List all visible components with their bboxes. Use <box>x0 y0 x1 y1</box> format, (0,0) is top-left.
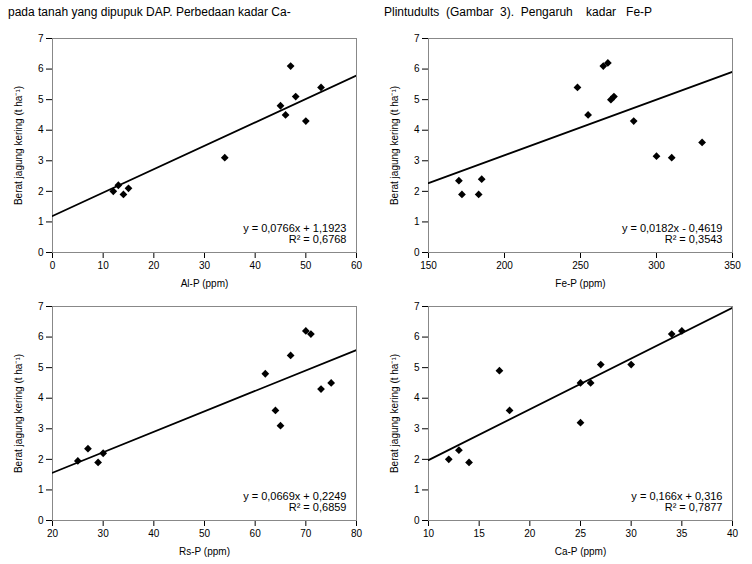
html-text:pada tanah yang dipupuk DAP. P: pada tanah yang dipupuk DAP. Perbedaan k… <box>8 5 291 19</box>
svg-text:40: 40 <box>727 528 739 539</box>
svg-text:1: 1 <box>38 216 44 227</box>
svg-text:0: 0 <box>38 247 44 258</box>
svg-text:2: 2 <box>414 454 420 465</box>
svg-text:4: 4 <box>38 124 44 135</box>
svg-text:35: 35 <box>676 528 688 539</box>
svg-text:15: 15 <box>474 528 486 539</box>
svg-text:30: 30 <box>199 260 211 271</box>
svg-text:2: 2 <box>414 186 420 197</box>
svg-text:60: 60 <box>250 528 262 539</box>
svg-text:5: 5 <box>414 94 420 105</box>
svg-text:25: 25 <box>575 528 587 539</box>
svg-text:30: 30 <box>98 528 110 539</box>
svg-text:3: 3 <box>414 423 420 434</box>
svg-text:5: 5 <box>38 362 44 373</box>
svg-text:4: 4 <box>38 392 44 403</box>
svg-text:20: 20 <box>47 528 59 539</box>
svg-text:40: 40 <box>148 528 160 539</box>
svg-text:10: 10 <box>98 260 110 271</box>
svg-text:Ca-P (ppm): Ca-P (ppm) <box>555 546 607 557</box>
svg-text:5: 5 <box>414 362 420 373</box>
svg-text:4: 4 <box>414 124 420 135</box>
svg-text:30: 30 <box>626 528 638 539</box>
svg-text:50: 50 <box>199 528 211 539</box>
svg-text:1: 1 <box>38 484 44 495</box>
svg-text:70: 70 <box>300 528 312 539</box>
svg-text:2: 2 <box>38 454 44 465</box>
svg-text:150: 150 <box>420 260 437 271</box>
svg-text:y = 0,0669x + 0,2249R² = 0,685: y = 0,0669x + 0,2249R² = 0,6859 <box>243 490 346 513</box>
svg-text:200: 200 <box>496 260 513 271</box>
svg-text:3: 3 <box>38 155 44 166</box>
svg-text:y = 0,0182x - 0,4619R² = 0,354: y = 0,0182x - 0,4619R² = 0,3543 <box>622 222 723 245</box>
svg-text:Berat jagung kering (t ha⁻¹): Berat jagung kering (t ha⁻¹) <box>389 86 400 205</box>
svg-text:10: 10 <box>423 528 435 539</box>
svg-text:20: 20 <box>524 528 536 539</box>
svg-text:4: 4 <box>414 392 420 403</box>
svg-text:6: 6 <box>38 331 44 342</box>
svg-text:7: 7 <box>414 301 420 312</box>
svg-text:1: 1 <box>414 484 420 495</box>
svg-text:60: 60 <box>351 260 363 271</box>
svg-text:y = 0,166x + 0,316R² = 0,7877: y = 0,166x + 0,316R² = 0,7877 <box>631 490 722 513</box>
svg-text:0: 0 <box>414 247 420 258</box>
svg-text:2: 2 <box>38 186 44 197</box>
svg-text:250: 250 <box>572 260 589 271</box>
svg-text:5: 5 <box>38 94 44 105</box>
svg-text:300: 300 <box>648 260 665 271</box>
svg-text:0: 0 <box>414 515 420 526</box>
svg-text:Al-P (ppm): Al-P (ppm) <box>181 278 229 289</box>
svg-text:Rs-P (ppm): Rs-P (ppm) <box>179 546 230 557</box>
svg-text:7: 7 <box>38 301 44 312</box>
svg-text:Berat jagung kering (t ha⁻¹): Berat jagung kering (t ha⁻¹) <box>389 354 400 473</box>
svg-text:350: 350 <box>724 260 741 271</box>
svg-text:20: 20 <box>148 260 160 271</box>
svg-text:Berat jagung kering (t ha⁻¹): Berat jagung kering (t ha⁻¹) <box>13 354 24 473</box>
html-text:Plintudults (Gambar 3). Pengar: Plintudults (Gambar 3). Pengaruh kadar F… <box>384 5 653 19</box>
svg-text:80: 80 <box>351 528 363 539</box>
svg-text:Berat jagung kering (t ha⁻¹): Berat jagung kering (t ha⁻¹) <box>13 86 24 205</box>
svg-text:y = 0,0766x + 1,1923R² = 0,676: y = 0,0766x + 1,1923R² = 0,6768 <box>243 222 346 245</box>
svg-text:7: 7 <box>38 33 44 44</box>
svg-text:3: 3 <box>38 423 44 434</box>
svg-text:0: 0 <box>38 515 44 526</box>
svg-text:40: 40 <box>250 260 262 271</box>
svg-text:50: 50 <box>300 260 312 271</box>
svg-text:6: 6 <box>38 63 44 74</box>
svg-text:6: 6 <box>414 63 420 74</box>
svg-text:3: 3 <box>414 155 420 166</box>
svg-text:0: 0 <box>50 260 56 271</box>
svg-text:7: 7 <box>414 33 420 44</box>
svg-text:1: 1 <box>414 216 420 227</box>
svg-text:6: 6 <box>414 331 420 342</box>
svg-text:Fe-P (ppm): Fe-P (ppm) <box>555 278 605 289</box>
